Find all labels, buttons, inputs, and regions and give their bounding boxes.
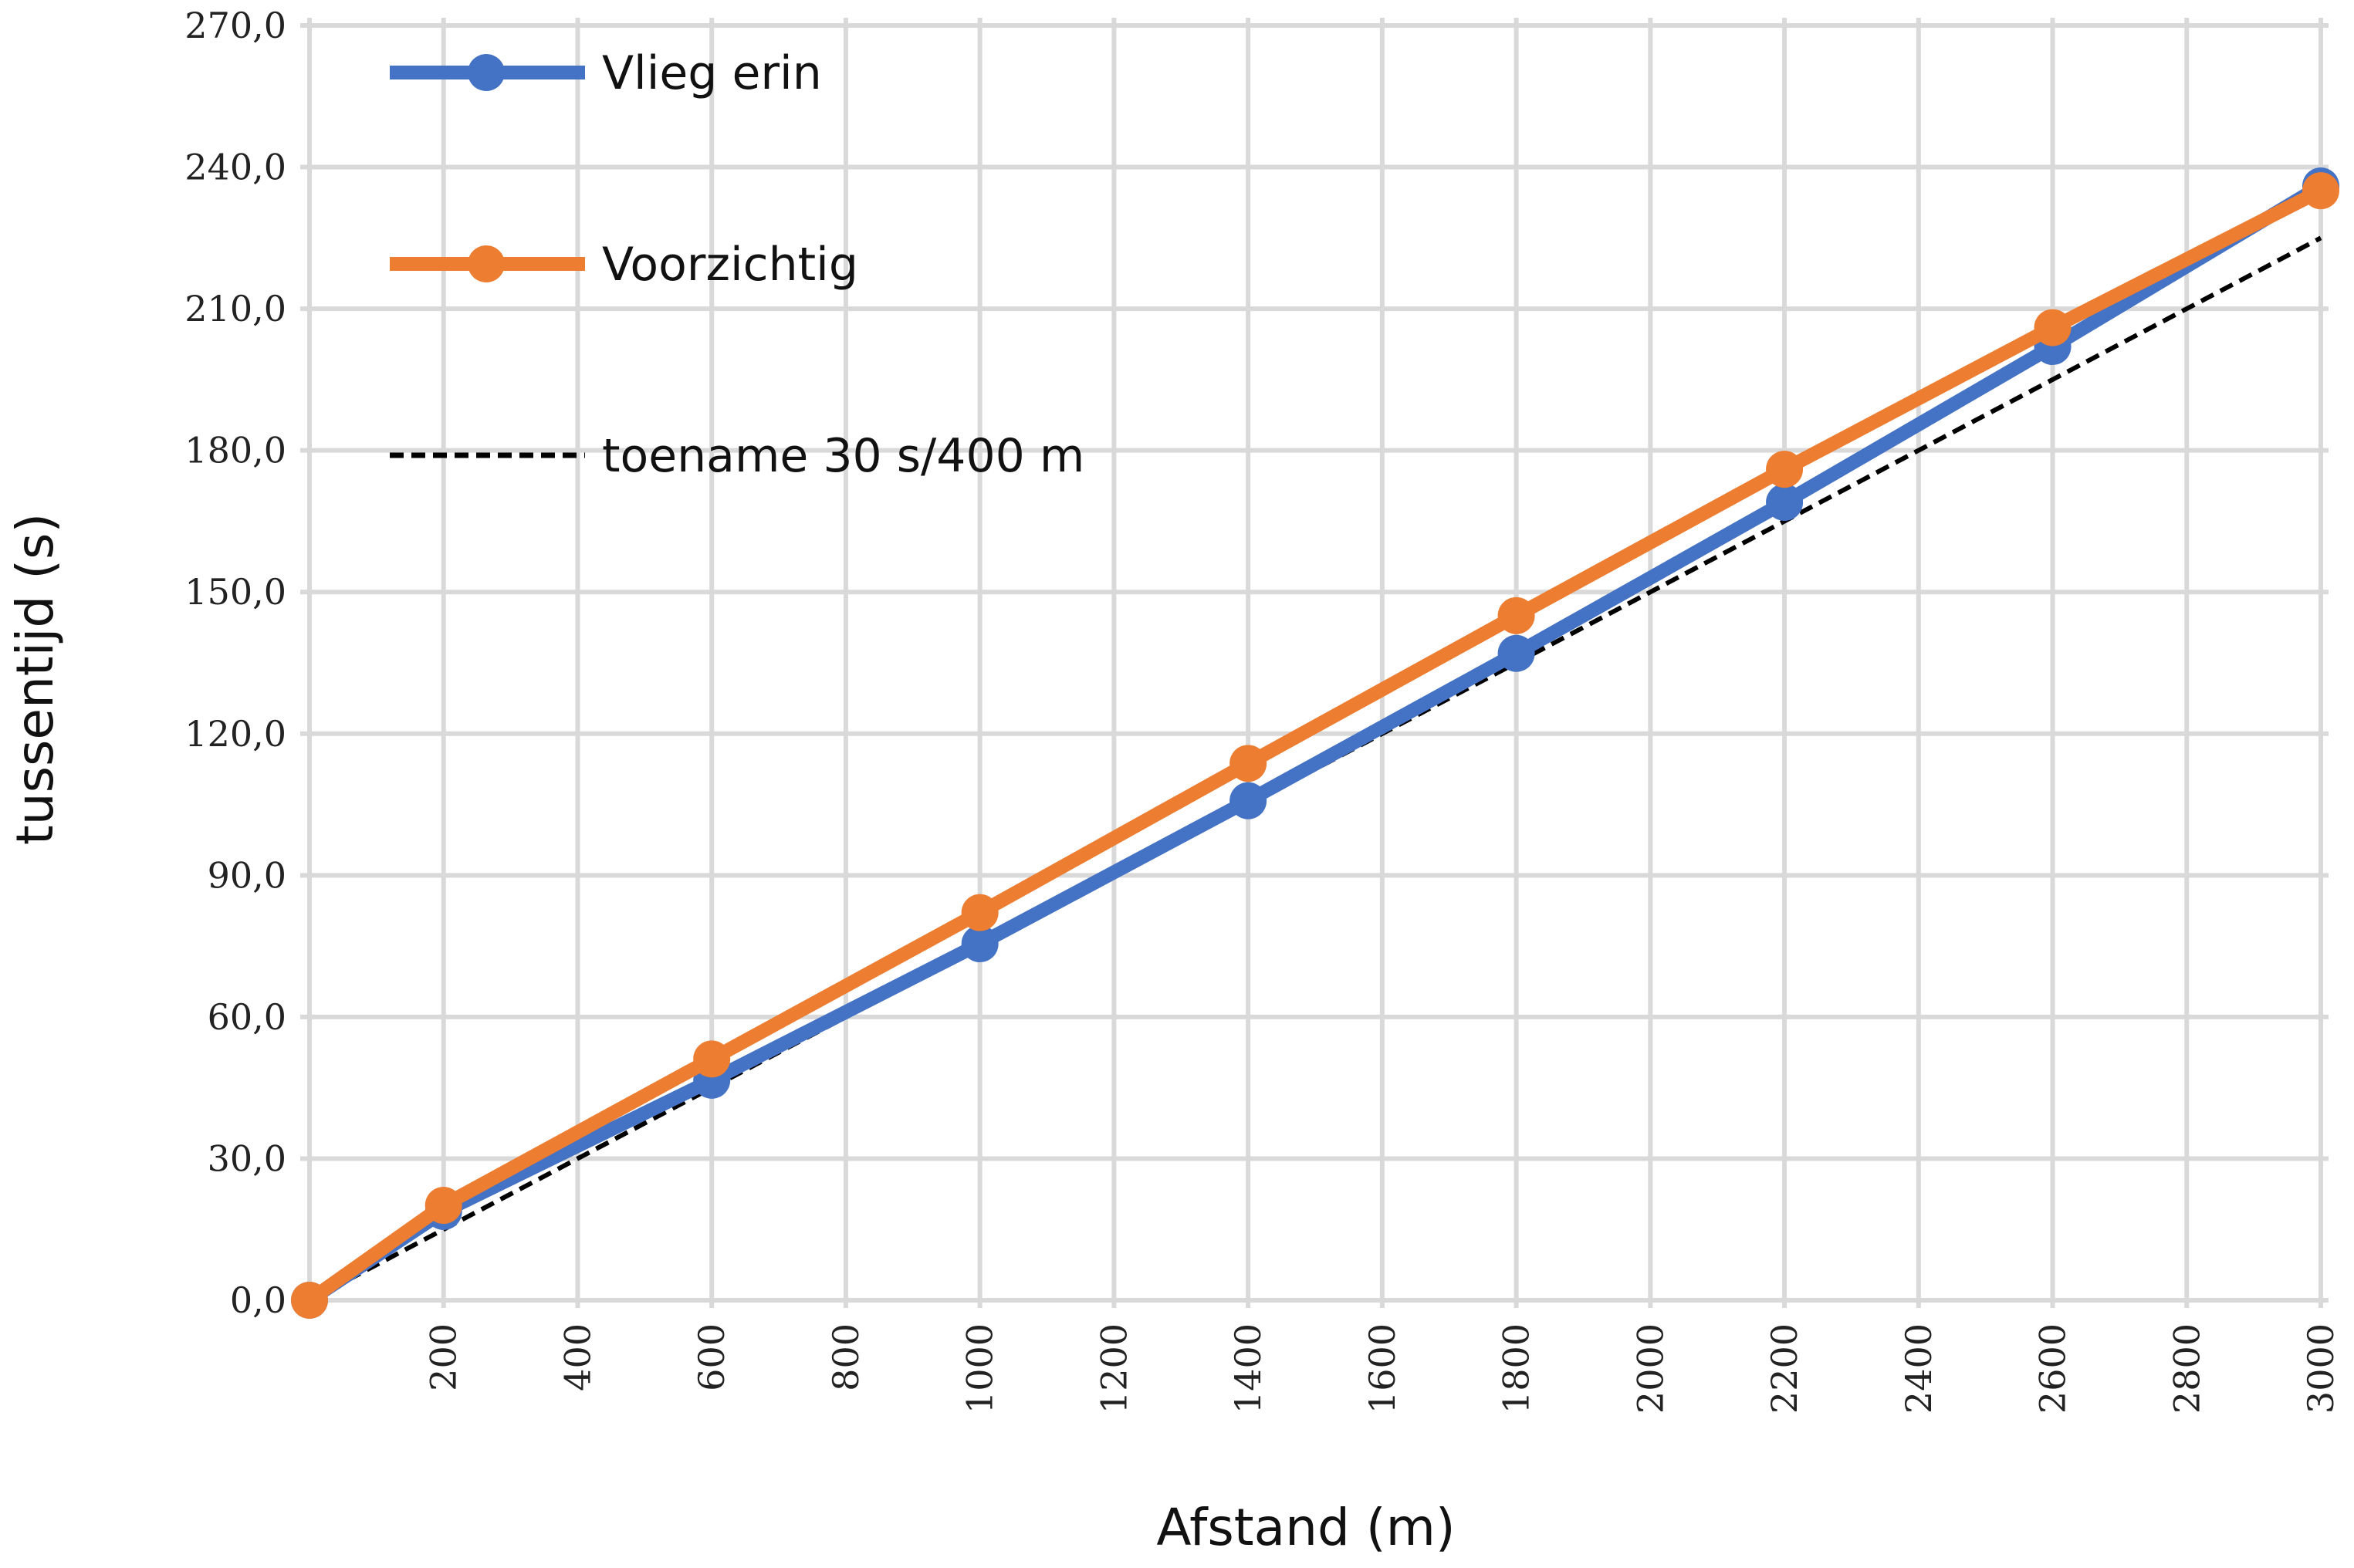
data-point-voorzichtig [1497, 596, 1535, 634]
legend-label: Voorzichtig [602, 238, 858, 292]
legend-swatch-marker [468, 245, 505, 282]
y-axis-ticks: 0,0 30,0 60,0 90,0 120,0 150,0 180,0 210,0 240,0… [184, 5, 286, 1321]
y-axis-title: tussentijd (s) [5, 513, 65, 845]
x-tick-label: 1400 [1227, 1323, 1269, 1414]
y-tick-label: 0,0 [230, 1279, 286, 1321]
x-axis-ticks: 200 400 600 800 1000 1200 1400 1600 1800 2000 2200… [423, 1323, 2342, 1414]
y-tick-label: 60,0 [208, 996, 286, 1038]
y-tick-label: 210,0 [184, 288, 286, 329]
x-tick-label: 800 [825, 1323, 867, 1391]
data-point-vlieg-erin [1766, 483, 1804, 521]
y-tick-label: 240,0 [184, 147, 286, 188]
legend-label: toename 30 s/400 m [602, 429, 1084, 483]
data-point-voorzichtig [424, 1187, 462, 1225]
data-point-voorzichtig [1229, 745, 1267, 782]
y-tick-label: 180,0 [184, 430, 286, 471]
data-point-vlieg-erin [1229, 782, 1267, 819]
x-tick-label: 1000 [959, 1323, 1001, 1414]
x-tick-label: 400 [556, 1323, 598, 1391]
x-axis-title: Afstand (m) [1156, 1498, 1455, 1557]
x-tick-label: 2600 [2032, 1323, 2074, 1414]
x-tick-label: 2800 [2166, 1323, 2207, 1414]
y-tick-label: 270,0 [184, 5, 286, 46]
x-tick-label: 2000 [1629, 1323, 1671, 1414]
y-tick-label: 150,0 [184, 571, 286, 613]
legend-swatch-marker [468, 54, 505, 91]
data-point-voorzichtig [1766, 451, 1804, 488]
x-tick-label: 2200 [1764, 1323, 1805, 1414]
x-tick-label: 1200 [1093, 1323, 1135, 1414]
data-point-voorzichtig [291, 1282, 328, 1319]
x-tick-label: 600 [691, 1323, 732, 1391]
data-point-vlieg-erin [1497, 634, 1535, 672]
y-tick-label: 120,0 [184, 713, 286, 755]
x-tick-label: 3000 [2300, 1323, 2342, 1414]
data-point-voorzichtig [2034, 309, 2072, 346]
data-point-voorzichtig [2302, 172, 2339, 210]
data-point-voorzichtig [693, 1040, 731, 1078]
data-point-vlieg-erin [961, 925, 999, 963]
data-point-voorzichtig [961, 894, 999, 931]
x-tick-label: 1800 [1496, 1323, 1537, 1414]
x-tick-label: 200 [423, 1323, 465, 1391]
x-tick-label: 1600 [1361, 1323, 1403, 1414]
legend: Vlieg erin Voorzichtig toename 30 s/400 m [390, 46, 1084, 483]
y-tick-label: 30,0 [208, 1137, 286, 1179]
series-group [291, 167, 2339, 1319]
grid [300, 18, 2329, 1308]
y-tick-label: 90,0 [208, 854, 286, 896]
legend-label: Vlieg erin [602, 46, 822, 100]
x-tick-label: 2400 [1898, 1323, 1940, 1414]
